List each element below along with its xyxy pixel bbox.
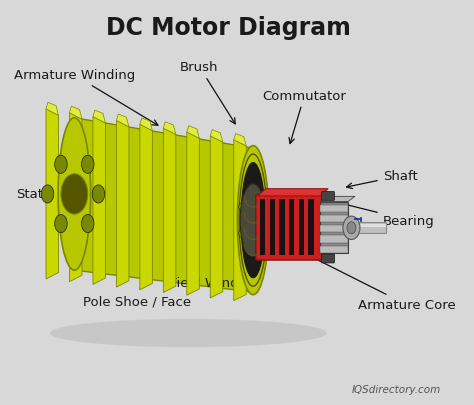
Ellipse shape [261, 230, 267, 238]
Ellipse shape [343, 217, 360, 240]
Bar [299, 200, 304, 256]
Text: Commutator: Commutator [263, 90, 346, 144]
FancyBboxPatch shape [256, 195, 322, 260]
Bar [320, 202, 348, 253]
Ellipse shape [55, 215, 67, 233]
Polygon shape [140, 119, 152, 131]
Bar [308, 200, 314, 256]
Bar [348, 224, 386, 227]
Ellipse shape [241, 163, 265, 278]
FancyBboxPatch shape [321, 254, 335, 263]
Polygon shape [93, 117, 105, 285]
Bar [270, 200, 275, 256]
Polygon shape [257, 189, 328, 196]
Text: Armature Core: Armature Core [291, 247, 456, 311]
Ellipse shape [82, 156, 94, 174]
Polygon shape [46, 103, 58, 116]
Ellipse shape [237, 146, 269, 295]
Bar [260, 200, 265, 256]
Ellipse shape [239, 230, 245, 238]
FancyBboxPatch shape [321, 192, 335, 201]
Text: IQSdirectory.com: IQSdirectory.com [352, 384, 441, 394]
Ellipse shape [261, 203, 267, 211]
Polygon shape [164, 129, 176, 293]
Polygon shape [210, 136, 223, 298]
Ellipse shape [41, 185, 54, 203]
Polygon shape [70, 113, 82, 282]
Polygon shape [117, 121, 129, 288]
Bar [279, 200, 284, 256]
Polygon shape [354, 217, 361, 222]
Polygon shape [117, 115, 129, 128]
Bar [320, 236, 348, 243]
Polygon shape [320, 197, 355, 202]
Polygon shape [187, 126, 199, 139]
Bar [320, 226, 348, 233]
Ellipse shape [55, 156, 67, 174]
Text: Bearing: Bearing [340, 202, 435, 227]
Ellipse shape [58, 118, 91, 271]
Bar [320, 215, 348, 222]
Polygon shape [140, 125, 152, 290]
Polygon shape [70, 107, 82, 120]
Polygon shape [234, 134, 246, 147]
Polygon shape [46, 110, 58, 279]
Polygon shape [187, 133, 199, 296]
Polygon shape [164, 122, 176, 135]
Polygon shape [93, 111, 105, 124]
Ellipse shape [61, 174, 88, 215]
Ellipse shape [92, 185, 105, 203]
Ellipse shape [82, 215, 94, 233]
Ellipse shape [347, 222, 356, 234]
Bar [320, 205, 348, 212]
Text: Shaft: Shaft [346, 170, 418, 189]
Text: Brush: Brush [180, 61, 235, 125]
Bar [289, 200, 294, 256]
Text: Field Winding: Field Winding [171, 233, 260, 290]
Ellipse shape [50, 319, 327, 347]
Ellipse shape [239, 203, 245, 211]
Text: Pole Shoe / Face: Pole Shoe / Face [83, 255, 191, 307]
Text: Armature Winding: Armature Winding [14, 69, 158, 126]
Polygon shape [234, 141, 246, 301]
Polygon shape [210, 130, 223, 143]
Text: DC Motor Diagram: DC Motor Diagram [106, 15, 351, 39]
Ellipse shape [240, 184, 266, 257]
Bar [348, 223, 386, 234]
Bar [320, 246, 348, 253]
Text: Stator: Stator [16, 173, 91, 201]
Polygon shape [74, 118, 253, 292]
